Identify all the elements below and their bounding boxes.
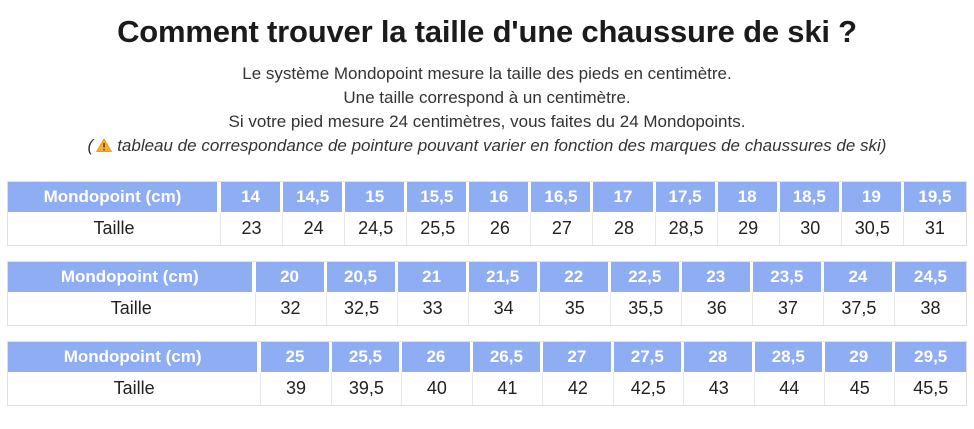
taille-row: Taille 39 39,5 40 41 42 42,5 43 44 45 45,5 [8,372,966,406]
mondopoint-value-header: 24 [823,262,895,293]
taille-value-cell: 33 [397,292,469,326]
mondopoint-value-header: 24,5 [894,262,966,293]
mondopoint-value-header: 20 [255,262,327,293]
taille-value-cell: 24,5 [345,212,408,246]
conversion-tables: Mondopoint (cm) 14 14,5 15 15,5 16 16,5 17 17,5… [0,181,974,407]
mondopoint-value-header: 20,5 [326,262,398,293]
mondopoint-value-header: 18,5 [779,182,842,213]
mondopoint-value-header: 25 [261,342,332,373]
mondopoint-header-label: Mondopoint (cm) [8,262,256,293]
taille-value-cell: 42 [543,372,614,406]
taille-row-label: Taille [8,212,221,246]
mondopoint-value-header: 27,5 [613,342,685,373]
note-open-paren: ( [87,136,94,156]
mondopoint-value-header: 29 [824,342,896,373]
size-table-1: Mondopoint (cm) 14 14,5 15 15,5 16 16,5 17 17,5… [7,181,967,247]
taille-value-cell: 45,5 [895,372,966,406]
mondopoint-value-header: 23,5 [752,262,824,293]
mondopoint-value-header: 16 [469,182,532,213]
ski-boot-size-page: Comment trouver la taille d'une chaussur… [0,13,974,407]
mondopoint-value-header: 16,5 [531,182,594,213]
taille-value-cell: 42,5 [613,372,685,406]
note-line: ( tableau de correspondance de pointure p… [0,134,974,160]
taille-value-cell: 39,5 [331,372,403,406]
mondopoint-value-header: 15,5 [407,182,470,213]
mondopoint-value-header: 19 [841,182,904,213]
mondopoint-value-header: 27 [543,342,614,373]
taille-value-cell: 45 [824,372,896,406]
taille-value-cell: 36 [681,292,753,326]
taille-row-label: Taille [8,372,262,406]
taille-value-cell: 29 [717,212,780,246]
taille-value-cell: 40 [402,372,473,406]
taille-row: Taille 32 32,5 33 34 35 35,5 36 37 37,5 38 [8,292,966,326]
mondopoint-value-header: 18 [717,182,780,213]
note-close-paren: ) [880,136,887,156]
size-table-2: Mondopoint (cm) 20 20,5 21 21,5 22 22,5 23 23,5… [7,261,967,327]
mondopoint-header-label: Mondopoint (cm) [8,182,221,213]
taille-value-cell: 41 [472,372,544,406]
mondopoint-value-header: 22,5 [610,262,682,293]
mondopoint-value-header: 26 [402,342,473,373]
mondopoint-header-row: Mondopoint (cm) 25 25,5 26 26,5 27 27,5 28 28,5… [8,342,966,373]
taille-row-label: Taille [8,292,256,326]
taille-value-cell: 30,5 [841,212,904,246]
mondopoint-header-row: Mondopoint (cm) 20 20,5 21 21,5 22 22,5 23 23,5… [8,262,966,293]
taille-value-cell: 32 [255,292,327,326]
taille-value-cell: 24 [283,212,346,246]
mondopoint-value-header: 25,5 [331,342,403,373]
taille-value-cell: 38 [894,292,966,326]
mondopoint-value-header: 21,5 [468,262,540,293]
taille-value-cell: 37,5 [823,292,895,326]
mondopoint-value-header: 15 [345,182,408,213]
mondopoint-value-header: 29,5 [895,342,966,373]
warning-triangle-icon [96,136,112,160]
taille-value-cell: 34 [468,292,540,326]
taille-value-cell: 28 [593,212,656,246]
mondopoint-value-header: 17 [593,182,656,213]
mondopoint-header-label: Mondopoint (cm) [8,342,262,373]
taille-value-cell: 43 [684,372,755,406]
taille-value-cell: 23 [221,212,284,246]
mondopoint-value-header: 21 [397,262,469,293]
intro-line-3: Si votre pied mesure 24 centimètres, vou… [228,112,746,132]
taille-row: Taille 23 24 24,5 25,5 26 27 28 28,5 29 30 30,5 31 [8,212,966,246]
taille-value-cell: 35,5 [610,292,682,326]
mondopoint-value-header: 17,5 [655,182,718,213]
taille-value-cell: 30 [779,212,842,246]
taille-value-cell: 28,5 [655,212,718,246]
taille-value-cell: 35 [539,292,611,326]
taille-value-cell: 25,5 [407,212,470,246]
taille-value-cell: 44 [754,372,825,406]
mondopoint-header-row: Mondopoint (cm) 14 14,5 15 15,5 16 16,5 17 17,5… [8,182,966,213]
intro-line-2: Une taille correspond à un centimètre. [343,88,631,108]
page-title: Comment trouver la taille d'une chaussur… [117,14,857,49]
taille-value-cell: 37 [752,292,824,326]
mondopoint-value-header: 14,5 [283,182,346,213]
mondopoint-value-header: 19,5 [903,182,966,213]
mondopoint-value-header: 23 [681,262,753,293]
mondopoint-value-header: 28,5 [754,342,825,373]
taille-value-cell: 31 [903,212,966,246]
mondopoint-value-header: 22 [539,262,611,293]
taille-value-cell: 26 [469,212,532,246]
taille-value-cell: 27 [531,212,594,246]
intro-line-1: Le système Mondopoint mesure la taille d… [242,64,732,84]
note-text: tableau de correspondance de pointure po… [117,136,881,156]
mondopoint-value-header: 26,5 [472,342,544,373]
taille-value-cell: 32,5 [326,292,398,326]
mondopoint-value-header: 14 [221,182,284,213]
size-table-3: Mondopoint (cm) 25 25,5 26 26,5 27 27,5 28 28,5… [7,341,967,407]
mondopoint-value-header: 28 [684,342,755,373]
intro-paragraph: Le système Mondopoint mesure la taille d… [0,62,974,160]
taille-value-cell: 39 [261,372,332,406]
